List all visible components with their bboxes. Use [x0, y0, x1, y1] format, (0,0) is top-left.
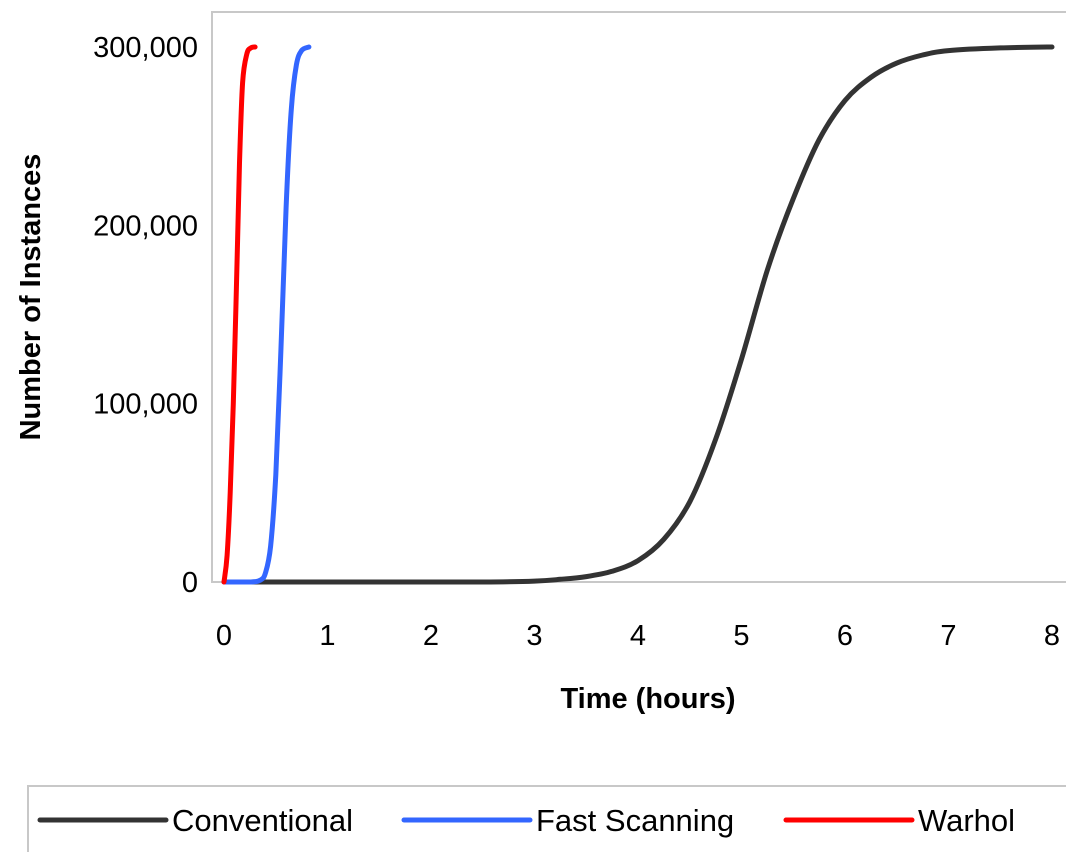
x-tick-label: 7 [940, 620, 956, 652]
x-tick-label: 4 [630, 620, 646, 652]
x-axis-title: Time (hours) [560, 683, 735, 715]
series-line-fast-scanning [221, 44, 312, 585]
series-layer [221, 44, 1055, 585]
x-axis-ticks: 0 1 2 3 4 5 6 7 8 [216, 620, 1060, 652]
y-tick-label: 200,000 [93, 210, 198, 242]
series-line-warhol [221, 44, 258, 585]
legend-items: Conventional Fast Scanning Warhol [37, 803, 1015, 838]
y-tick-label: 0 [182, 567, 198, 599]
legend-label-conventional: Conventional [172, 803, 353, 838]
x-tick-label: 3 [526, 620, 542, 652]
y-axis-title: Number of Instances [15, 154, 47, 441]
series-line-conventional [221, 44, 1055, 585]
legend-label-warhol: Warhol [918, 803, 1015, 838]
x-tick-label: 5 [733, 620, 749, 652]
x-tick-label: 0 [216, 620, 232, 652]
y-tick-label: 300,000 [93, 32, 198, 64]
x-tick-label: 6 [837, 620, 853, 652]
legend: Conventional Fast Scanning Warhol [27, 785, 1066, 852]
x-tick-label: 8 [1044, 620, 1060, 652]
y-tick-label: 100,000 [93, 389, 198, 421]
x-tick-label: 1 [319, 620, 335, 652]
x-tick-label: 2 [423, 620, 439, 652]
y-axis-ticks: 0 100,000 200,000 300,000 [93, 32, 198, 599]
plot-area [211, 11, 1066, 583]
legend-label-fast-scanning: Fast Scanning [536, 803, 734, 838]
